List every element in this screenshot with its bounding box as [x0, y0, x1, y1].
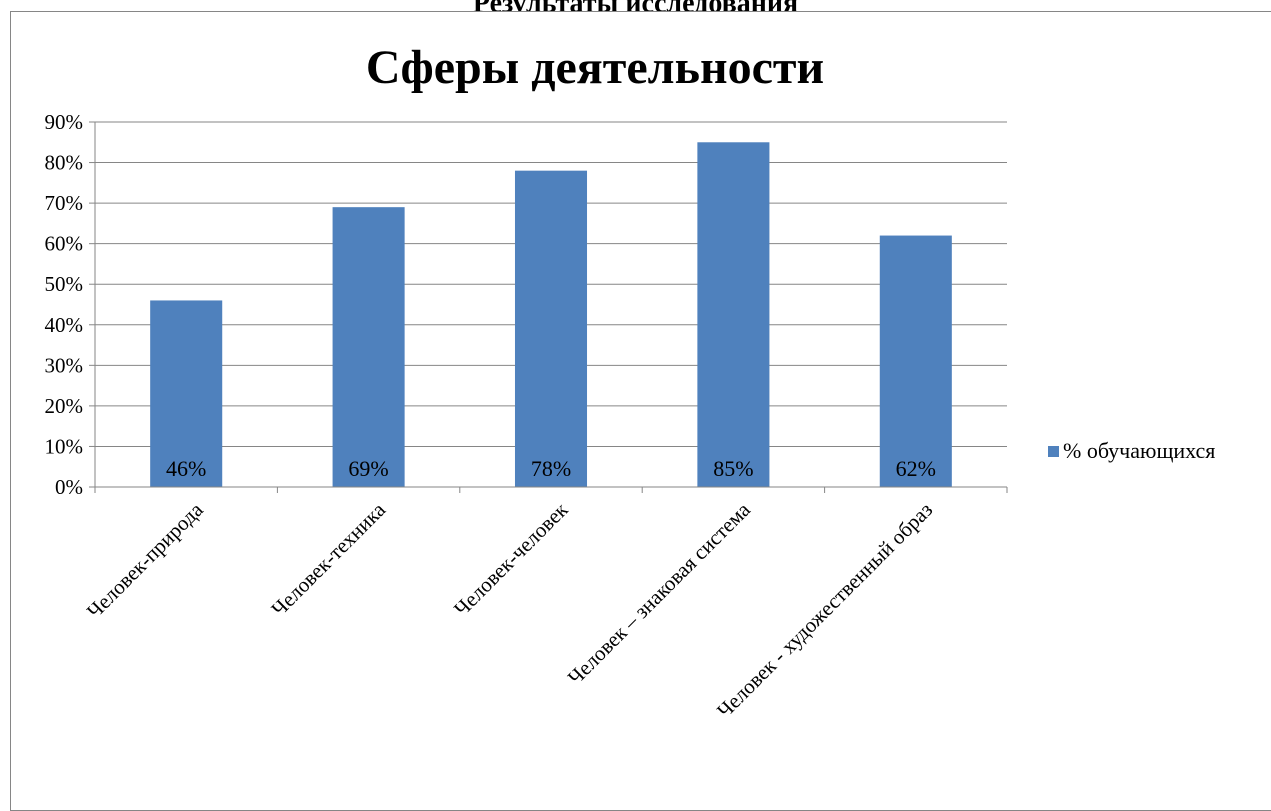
bar	[514, 170, 588, 487]
x-tick-label: Человек-техника	[267, 497, 391, 621]
axes	[89, 121, 1008, 493]
data-label: 69%	[348, 456, 388, 481]
data-label: 85%	[713, 456, 753, 481]
chart-title: Сферы деятельности	[366, 41, 824, 94]
y-tick-label: 10%	[45, 434, 84, 458]
y-tick-label: 80%	[45, 151, 84, 175]
y-tick-label: 0%	[55, 475, 83, 499]
bars	[150, 142, 952, 487]
x-tick-label: Человек-природа	[82, 497, 208, 623]
x-tick-labels: Человек-природа Человек-техника Человек-че…	[82, 497, 937, 723]
legend: % обучающихся	[1048, 438, 1215, 463]
bar	[879, 235, 952, 487]
data-labels: 46% 69% 78% 85% 62%	[166, 456, 936, 481]
chart-frame: Сферы деятельности 0% 10% 20% 30% 40% 50% 60% 7…	[10, 11, 1271, 811]
data-label: 78%	[531, 456, 571, 481]
bar	[332, 207, 405, 487]
bar	[150, 300, 223, 487]
legend-swatch	[1048, 446, 1059, 457]
y-tick-label: 40%	[45, 313, 84, 337]
data-label: 62%	[896, 456, 936, 481]
y-tick-label: 70%	[45, 191, 84, 215]
bar	[697, 142, 770, 487]
y-tick-label: 90%	[45, 110, 84, 134]
legend-label: % обучающихся	[1063, 438, 1215, 463]
y-tick-label: 60%	[45, 232, 84, 256]
y-tick-label: 20%	[45, 394, 84, 418]
bar-chart: Сферы деятельности 0% 10% 20% 30% 40% 50% 60% 7…	[45, 41, 1216, 723]
y-tick-labels: 0% 10% 20% 30% 40% 50% 60% 70% 80% 90%	[45, 110, 84, 499]
y-tick-label: 50%	[45, 272, 84, 296]
x-tick-label: Человек-человек	[449, 497, 573, 621]
data-label: 46%	[166, 456, 206, 481]
x-tick-label: Человек - художественный образ	[712, 498, 937, 723]
y-tick-label: 30%	[45, 353, 84, 377]
x-tick-label: Человек – знаковая система	[563, 497, 755, 689]
